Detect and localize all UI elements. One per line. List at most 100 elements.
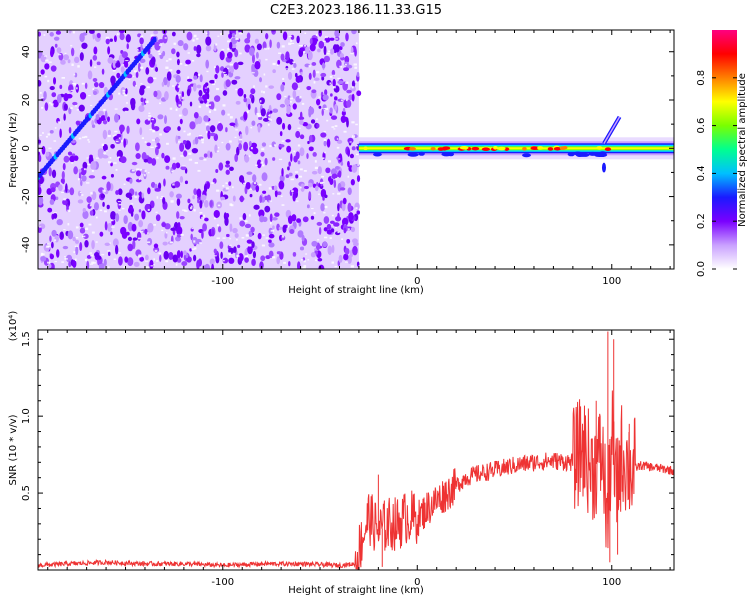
noise-blob bbox=[204, 200, 209, 208]
noise-speckle bbox=[291, 68, 295, 70]
noise-blob bbox=[346, 118, 349, 128]
noise-speckle bbox=[235, 38, 239, 40]
noise-speckle bbox=[49, 102, 51, 104]
noise-speckle bbox=[355, 42, 358, 45]
noise-blob bbox=[349, 153, 354, 159]
noise-blob bbox=[99, 231, 104, 237]
noise-blob bbox=[352, 238, 358, 244]
noise-speckle bbox=[139, 231, 144, 233]
noise-speckle bbox=[337, 77, 341, 80]
noise-speckle bbox=[126, 102, 128, 104]
noise-speckle bbox=[268, 187, 273, 190]
noise-blob bbox=[124, 256, 129, 263]
noise-blob bbox=[297, 230, 304, 238]
noise-blob bbox=[163, 178, 166, 187]
noise-blob bbox=[102, 143, 108, 152]
noise-blob bbox=[139, 87, 145, 96]
noise-blob bbox=[164, 231, 168, 239]
noise-speckle bbox=[156, 157, 159, 159]
spectrogram-panel: -100 0 100 -40 -20 0 20 40 Height of straight … bbox=[8, 29, 675, 296]
noise-blob bbox=[220, 196, 226, 201]
noise-speckle bbox=[217, 204, 221, 207]
noise-speckle bbox=[181, 96, 184, 100]
noise-blob bbox=[93, 91, 98, 96]
noise-blob bbox=[197, 198, 200, 204]
noise-speckle bbox=[307, 259, 310, 261]
noise-speckle bbox=[131, 169, 135, 172]
noise-speckle bbox=[72, 31, 75, 34]
noise-blob bbox=[59, 84, 63, 90]
noise-blob bbox=[209, 79, 216, 84]
noise-blob bbox=[47, 207, 53, 213]
noise-blob bbox=[102, 129, 108, 140]
noise-speckle bbox=[165, 260, 169, 263]
noise-speckle bbox=[336, 138, 339, 140]
noise-blob bbox=[84, 240, 89, 248]
noise-blob bbox=[155, 214, 161, 222]
noise-blob bbox=[209, 132, 216, 137]
noise-speckle bbox=[261, 148, 265, 151]
noise-blob bbox=[345, 32, 349, 42]
noise-blob bbox=[229, 122, 236, 127]
noise-speckle bbox=[354, 81, 358, 83]
noise-speckle bbox=[323, 139, 327, 142]
noise-blob bbox=[55, 196, 59, 201]
y-tick: 0 bbox=[21, 145, 674, 151]
noise-speckle bbox=[301, 102, 305, 105]
noise-blob bbox=[332, 78, 336, 87]
noise-blob bbox=[311, 62, 317, 66]
noise-blob bbox=[244, 223, 252, 229]
noise-blob bbox=[260, 151, 265, 157]
noise-blob bbox=[229, 166, 234, 171]
noise-blob bbox=[310, 119, 316, 124]
noise-speckle bbox=[124, 110, 128, 113]
noise-blob bbox=[107, 222, 113, 232]
noise-speckle bbox=[151, 118, 154, 121]
noise-blob bbox=[172, 254, 178, 263]
noise-speckle bbox=[44, 75, 48, 78]
noise-blob bbox=[40, 54, 47, 63]
noise-blob bbox=[329, 107, 333, 114]
noise-blob bbox=[323, 45, 327, 56]
noise-speckle bbox=[73, 83, 77, 86]
noise-blob bbox=[318, 105, 322, 109]
noise-blob bbox=[196, 53, 201, 58]
noise-speckle bbox=[165, 231, 168, 234]
noise-blob bbox=[221, 109, 226, 116]
noise-speckle bbox=[263, 47, 267, 50]
noise-blob bbox=[156, 142, 161, 150]
noise-speckle bbox=[158, 44, 162, 46]
noise-speckle bbox=[349, 141, 352, 143]
noise-blob bbox=[333, 222, 340, 227]
noise-blob bbox=[225, 127, 228, 133]
noise-blob bbox=[253, 69, 259, 77]
noise-blob bbox=[250, 142, 258, 149]
noise-blob bbox=[205, 45, 212, 52]
noise-blob bbox=[69, 155, 75, 163]
noise-speckle bbox=[229, 116, 233, 119]
noise-blob bbox=[196, 84, 202, 89]
noise-speckle bbox=[199, 211, 203, 214]
noise-blob bbox=[198, 89, 203, 97]
colorbar-ticks: 0.0 0.2 0.4 0.6 0.8 bbox=[696, 70, 737, 277]
noise-blob bbox=[208, 101, 214, 110]
x-tick: -100 bbox=[211, 330, 234, 588]
noise-blob bbox=[230, 30, 237, 34]
noise-blob bbox=[79, 222, 84, 228]
noise-blob bbox=[72, 101, 78, 106]
noise-speckle bbox=[213, 108, 217, 111]
noise-blob bbox=[311, 240, 318, 247]
noise-blob bbox=[276, 116, 283, 125]
y-tick: 1.0 bbox=[21, 408, 674, 424]
noise-speckle bbox=[159, 133, 162, 136]
noise-blob bbox=[183, 43, 189, 51]
noise-speckle bbox=[329, 82, 332, 85]
noise-speckle bbox=[39, 149, 41, 152]
noise-blob bbox=[107, 46, 111, 55]
noise-blob bbox=[51, 241, 54, 249]
noise-speckle bbox=[83, 168, 86, 171]
noise-blob bbox=[282, 31, 288, 41]
noise-blob bbox=[110, 173, 114, 178]
noise-blob bbox=[71, 139, 76, 144]
x-tick: -100 bbox=[211, 30, 234, 287]
